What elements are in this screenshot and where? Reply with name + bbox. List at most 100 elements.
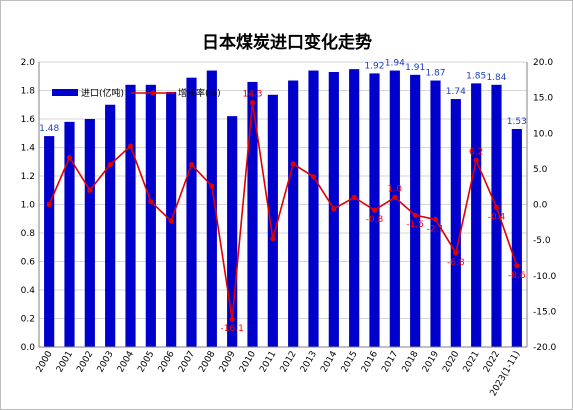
growth-point <box>412 212 418 218</box>
y-right-tick-label: -15.0 <box>533 307 557 317</box>
growth-point <box>371 207 378 213</box>
growth-point <box>514 263 520 269</box>
y-right-tick-label: -10.0 <box>533 272 557 282</box>
growth-point <box>148 199 154 205</box>
y-left-tick-label: 1.0 <box>21 201 36 211</box>
growth-point <box>432 216 439 223</box>
x-tick-label: 2011 <box>258 350 278 375</box>
x-tick-label: 2020 <box>441 349 461 374</box>
x-tick-label: 2003 <box>96 350 116 375</box>
y-left-tick-label: 0.0 <box>21 343 36 353</box>
growth-point <box>127 143 134 149</box>
bar <box>410 74 421 347</box>
x-tick-label: 2001 <box>55 350 75 375</box>
x-tick-label: 2008 <box>197 349 217 374</box>
line-data-label: -0.8 <box>366 215 384 225</box>
bar <box>450 99 461 347</box>
y-left-tick-label: 0.6 <box>21 258 36 268</box>
bar-data-label: 1.74 <box>446 87 466 97</box>
bar-data-label: 1.53 <box>507 117 527 127</box>
bar <box>471 83 482 347</box>
bar <box>308 70 319 348</box>
bar-data-label: 1.91 <box>405 63 425 73</box>
bar <box>349 69 360 347</box>
y-left-tick-label: 1.2 <box>21 172 35 182</box>
legend-line-label: 增长率(%) <box>178 87 221 99</box>
y-left-tick-label: 1.4 <box>21 144 36 154</box>
line-data-label: 6.2 <box>469 147 483 157</box>
y-left-tick-label: 0.4 <box>21 286 36 296</box>
line-data-label: -16.1 <box>221 324 244 334</box>
growth-point <box>66 154 73 161</box>
chart-title: 日本煤炭进口变化走势 <box>202 32 372 53</box>
bar <box>288 80 299 348</box>
y-right-tick-label: 10.0 <box>533 129 553 139</box>
bar <box>145 84 156 348</box>
growth-point <box>188 162 195 168</box>
bar-data-label: 1.84 <box>486 73 506 83</box>
bar <box>491 84 502 348</box>
bar <box>64 121 75 347</box>
line-data-label: -2.1 <box>427 224 445 234</box>
growth-point <box>209 183 215 189</box>
legend: 进口(亿吨) 增长率(%) <box>52 87 221 99</box>
x-tick-label: 2019 <box>421 349 441 374</box>
growth-point <box>46 201 52 208</box>
y-right-tick-label: 5.0 <box>533 165 548 175</box>
growth-point <box>473 157 479 163</box>
bar <box>186 77 197 348</box>
x-tick-label: 2002 <box>75 350 95 375</box>
growth-point <box>392 194 398 200</box>
bar-data-label: 1.92 <box>364 61 384 71</box>
growth-point <box>270 236 276 242</box>
growth-point <box>331 206 337 212</box>
y-left-tick-label: 0.2 <box>21 315 35 325</box>
bar-data-label: 1.48 <box>39 124 59 134</box>
y-left-tick-label: 2.0 <box>21 58 36 68</box>
growth-point <box>310 174 317 180</box>
legend-bar-swatch <box>52 89 78 96</box>
y-left-tick-label: 1.6 <box>21 115 36 125</box>
y-right-tick-label: 0.0 <box>533 201 548 211</box>
line-series <box>46 100 520 322</box>
line-data-label: -6.8 <box>447 258 465 268</box>
x-tick-label: 2007 <box>177 350 197 375</box>
bar <box>125 84 136 348</box>
line-data-label: -1.5 <box>406 220 424 230</box>
x-tick-label: 2005 <box>136 350 156 375</box>
grid-lines <box>39 61 527 348</box>
data-labels: 1.48 1.92 1.94 1.911.871.741.85 1.84 1.53 -16.… <box>39 59 527 335</box>
y-left-tick-label: 0.8 <box>21 229 36 239</box>
x-tick-label: 2009 <box>218 349 238 374</box>
bar <box>389 70 400 348</box>
bar <box>430 80 441 348</box>
bar <box>267 94 278 348</box>
bar <box>84 119 95 347</box>
bar <box>206 70 217 348</box>
x-tick-label: 2016 <box>360 349 380 374</box>
line-data-label: -0.4 <box>488 212 506 222</box>
bar <box>247 81 258 347</box>
x-tick-label: 2000 <box>35 349 55 374</box>
bar-series <box>44 69 522 348</box>
line-data-label: -8.6 <box>508 271 526 281</box>
line-data-label: 14.3 <box>242 90 262 100</box>
growth-point <box>168 218 174 224</box>
growth-point <box>351 194 357 200</box>
growth-point <box>493 204 500 210</box>
bar <box>511 128 522 347</box>
growth-point <box>107 162 113 168</box>
bar-data-label: 1.87 <box>425 69 445 79</box>
x-tick-label: 2018 <box>401 349 421 374</box>
line-data-label: 1.0 <box>388 184 403 194</box>
growth-point <box>229 316 235 322</box>
y-right-tick-label: -5.0 <box>533 236 551 246</box>
bar <box>44 136 55 347</box>
legend-bar-label: 进口(亿吨) <box>81 87 124 99</box>
x-tick-label: 2014 <box>319 349 339 374</box>
y-left-tick-label: 1.8 <box>21 87 36 97</box>
x-tick-label: 2017 <box>380 350 400 375</box>
x-tick-label: 2010 <box>238 349 258 374</box>
growth-point <box>249 100 256 106</box>
